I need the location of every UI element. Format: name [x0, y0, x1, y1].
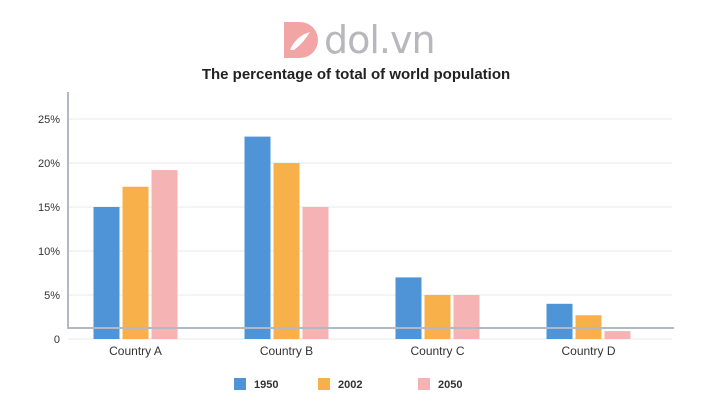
bar-2050-country-a	[151, 170, 178, 339]
bar-2050-country-b	[302, 207, 329, 339]
x-tick-label: Country D	[561, 344, 615, 358]
y-tick-label: 25%	[38, 114, 60, 126]
chart-title: The percentage of total of world populat…	[201, 66, 511, 83]
bar-1950-country-c	[395, 277, 422, 339]
y-tick-label: 20%	[38, 158, 60, 170]
y-tick-label: 15%	[38, 202, 60, 214]
y-tick-label: 5%	[44, 290, 60, 302]
legend-label: 1950	[254, 379, 278, 391]
bar-1950-country-d	[546, 303, 573, 339]
legend-swatch-2002	[318, 378, 330, 390]
bar-2002-country-b	[273, 163, 300, 339]
x-tick-label: Country C	[410, 344, 464, 358]
bar-1950-country-a	[93, 207, 120, 339]
bar-2050-country-d	[604, 331, 631, 339]
bar-2002-country-a	[122, 186, 149, 339]
logo: dol.vn	[280, 18, 436, 62]
y-tick-label: 0	[54, 334, 60, 346]
legend-swatch-1950	[234, 378, 246, 390]
bar-1950-country-b	[244, 136, 271, 339]
legend-label: 2002	[338, 379, 362, 391]
legend-swatch-2050	[418, 378, 430, 390]
legend-label: 2050	[438, 379, 462, 391]
bar-2002-country-c	[424, 295, 451, 339]
y-tick-label: 10%	[38, 246, 60, 258]
dol-logo-icon	[284, 22, 318, 58]
x-tick-label: Country A	[109, 344, 162, 358]
logo-text: dol.vn	[324, 18, 436, 62]
bar-2050-country-c	[453, 295, 480, 339]
x-tick-label: Country B	[260, 344, 313, 358]
